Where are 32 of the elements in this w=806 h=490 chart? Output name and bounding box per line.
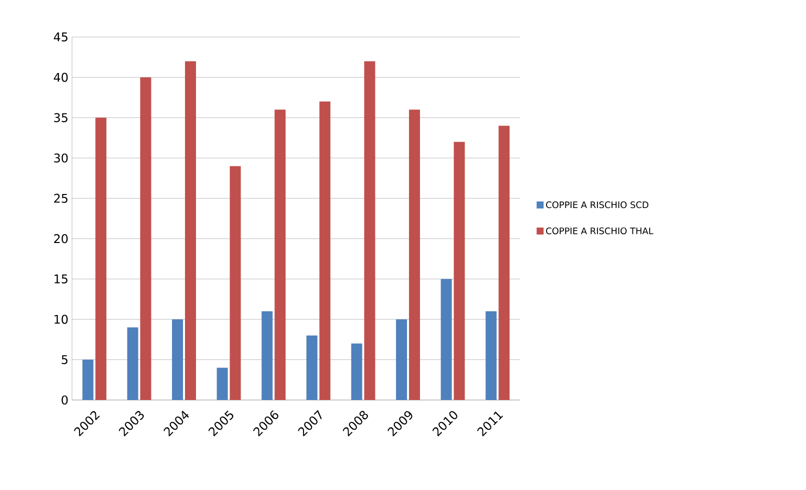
y-tick-label: 30: [54, 153, 68, 163]
bar: [95, 118, 106, 400]
bar: [364, 61, 376, 400]
legend-label: COPPIE A RISCHIO SCD: [546, 201, 648, 208]
y-tick-label: 15: [54, 274, 68, 284]
bar: [498, 126, 510, 400]
y-tick-label: 45: [54, 32, 68, 42]
bar: [274, 110, 286, 400]
bar: [140, 77, 152, 400]
bar: [454, 142, 465, 400]
y-tick-label: 10: [54, 314, 68, 324]
bar: [230, 166, 241, 400]
bar: [396, 319, 408, 400]
bar: [172, 319, 184, 400]
y-tick-label: 5: [62, 355, 68, 364]
bar: [319, 102, 330, 400]
bar: [127, 327, 138, 400]
y-tick-label: 20: [54, 234, 68, 244]
legend-label: COPPIE A RISCHIO THAL: [546, 227, 654, 234]
bar: [82, 360, 94, 400]
bar: [306, 335, 318, 400]
bar: [409, 110, 420, 400]
bar: [216, 368, 228, 400]
bar: [351, 344, 362, 400]
y-tick-label: 40: [54, 72, 68, 82]
bar: [262, 311, 273, 400]
y-tick-label: 25: [54, 194, 68, 203]
bar: [440, 279, 452, 400]
y-tick-label: 0: [62, 395, 68, 405]
bar: [184, 61, 196, 400]
bar: [486, 311, 497, 400]
y-tick-label: 35: [54, 113, 68, 122]
